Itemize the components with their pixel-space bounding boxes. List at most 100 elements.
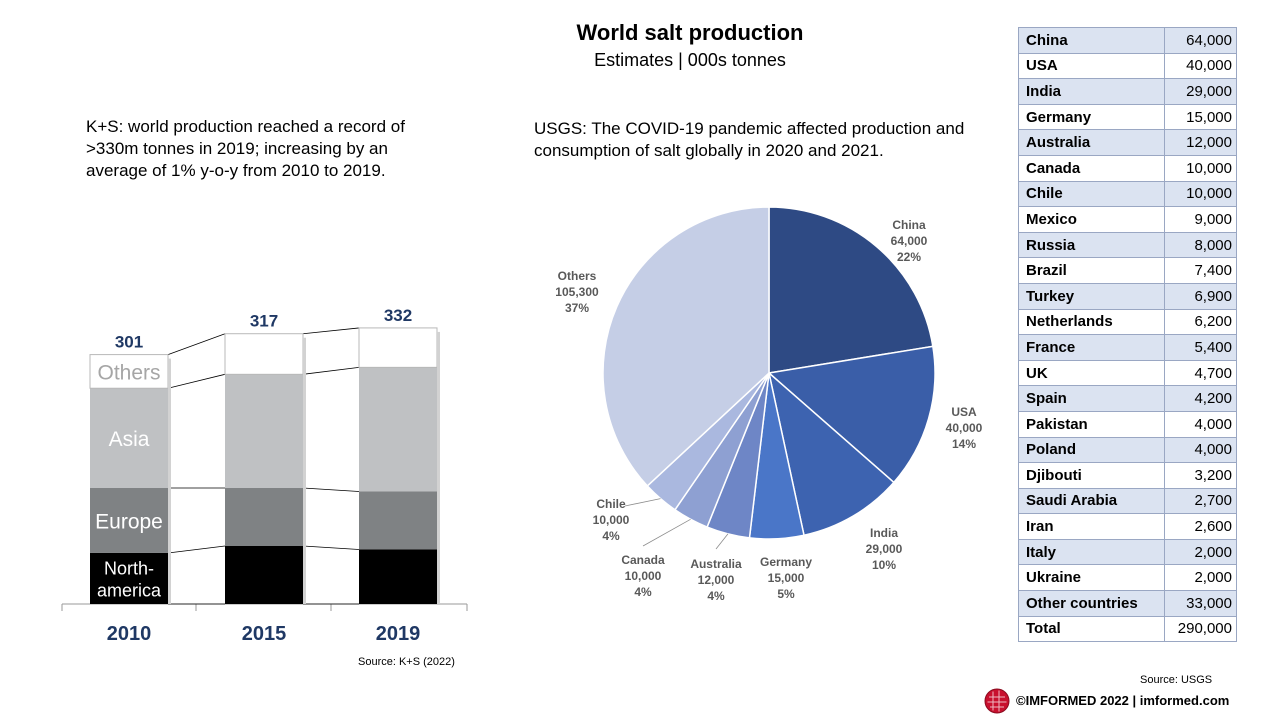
country-cell: Total [1018,615,1165,643]
bar-shadow-2015 [303,337,306,604]
bar-2019-europe [359,491,437,550]
bar-shadow-2010 [168,358,171,604]
bar-2010-others [89,354,169,389]
bar-connector-0-1 [167,545,226,554]
pie-label-germany: Germany 15,000 5% [760,555,812,601]
table-row: Pakistan 4,000 [1018,410,1237,438]
value-cell: 5,400 [1164,334,1237,361]
country-cell: China [1018,27,1165,54]
value-cell: 8,000 [1164,231,1237,259]
table-row: Chile 10,000 [1018,180,1237,208]
value-cell: 2,000 [1164,538,1237,566]
value-cell: 3,200 [1164,462,1237,489]
pie-label-india: India 29,000 10% [866,526,903,572]
table-row: Canada 10,000 [1018,154,1237,182]
table-row: Ukraine 2,000 [1018,564,1237,592]
bar-2019-north-america [359,549,437,604]
bar-2015-asia [225,374,303,488]
value-cell: 2,000 [1164,564,1237,592]
pie-label-usa: USA 40,000 14% [946,405,983,451]
value-cell: 4,000 [1164,436,1237,464]
x-tick-label-2019: 2019 [376,623,421,645]
bar-2015-north-america [225,546,303,604]
value-cell: 4,000 [1164,410,1237,438]
table-row: Italy 2,000 [1018,538,1237,566]
pie-label-australia: Australia 12,000 4% [690,557,742,603]
country-cell: Djibouti [1018,462,1165,489]
bar-2010-europe [90,488,168,553]
pie-leader-chile [624,498,661,507]
value-cell: 7,400 [1164,257,1237,284]
source-usgs: Source: USGS [1140,674,1213,686]
country-cell: Russia [1018,231,1165,259]
country-cell: Ukraine [1018,564,1165,592]
bar-connector-1-1 [302,545,360,550]
value-cell: 4,200 [1164,385,1237,412]
table-row: Other countries 33,000 [1018,590,1237,617]
value-cell: 12,000 [1164,129,1237,156]
ks-commentary: K+S: world production reached a record o… [86,117,405,180]
bar-2015-europe [225,488,303,546]
value-cell: 2,700 [1164,487,1237,515]
value-cell: 33,000 [1164,590,1237,617]
chart-subtitle: Estimates | 000s tonnes [594,50,786,70]
country-cell: Mexico [1018,206,1165,233]
country-cell: Other countries [1018,590,1165,617]
bar-connector-1-3 [302,366,360,375]
table-row: Brazil 7,400 [1018,257,1237,284]
table-row: France 5,400 [1018,334,1237,361]
bar-connector-1-2 [302,487,360,492]
value-cell: 6,200 [1164,308,1237,336]
table-row: USA 40,000 [1018,52,1237,80]
country-cell: Germany [1018,103,1165,131]
table-row: Poland 4,000 [1018,436,1237,464]
usgs-commentary: USGS: The COVID-19 pandemic affected pro… [534,119,965,160]
imformed-logo-icon [984,688,1010,714]
bar-2010-asia [90,388,168,488]
chart-title: World salt production [576,20,804,45]
pie-label-china: China 64,000 22% [891,218,928,264]
table-row: Netherlands 6,200 [1018,308,1237,336]
pie-leader-canada [642,518,691,547]
country-cell: Brazil [1018,257,1165,284]
footer: ©IMFORMED 2022 | imformed.com [984,688,1254,716]
country-cell: Chile [1018,180,1165,208]
country-cell: Netherlands [1018,308,1165,336]
table-row: Australia 12,000 [1018,129,1237,156]
table-row: Turkey 6,900 [1018,282,1237,310]
table-row: Total 290,000 [1018,615,1237,643]
value-cell: 290,000 [1164,615,1237,643]
table-row: Spain 4,200 [1018,385,1237,412]
value-cell: 4,700 [1164,359,1237,387]
country-cell: Australia [1018,129,1165,156]
value-cell: 10,000 [1164,154,1237,182]
source-ks: Source: K+S (2022) [358,656,455,668]
country-cell: USA [1018,52,1165,80]
pie-label-others: Others 105,300 37% [555,269,599,315]
country-cell: Italy [1018,538,1165,566]
bar-connector-0-4 [167,333,226,355]
table-row: India 29,000 [1018,78,1237,105]
bar-2015-others [224,333,304,375]
bar-connector-1-4 [302,327,360,335]
pie-chart: China 64,000 22% USA 40,000 14% India 29,000 10%… [555,206,983,603]
x-tick-label-2010: 2010 [107,623,152,645]
bar-2019-others [358,327,438,368]
bar-connector-0-3 [167,373,226,389]
pie-label-canada: Canada 10,000 4% [621,553,665,599]
table-row: Saudi Arabia 2,700 [1018,487,1237,515]
value-cell: 29,000 [1164,78,1237,105]
table-row: China 64,000 [1018,27,1237,54]
country-cell: UK [1018,359,1165,387]
country-cell: India [1018,78,1165,105]
table-row: Germany 15,000 [1018,103,1237,131]
bar-total-2010: 301 [115,333,143,352]
value-cell: 10,000 [1164,180,1237,208]
table-row: Djibouti 3,200 [1018,462,1237,489]
series-label-europe: Europe [95,510,163,533]
country-cell: Spain [1018,385,1165,412]
table-row: UK 4,700 [1018,359,1237,387]
bar-total-2019: 332 [384,306,412,325]
value-cell: 2,600 [1164,513,1237,540]
pie-slice-usa [767,345,936,484]
